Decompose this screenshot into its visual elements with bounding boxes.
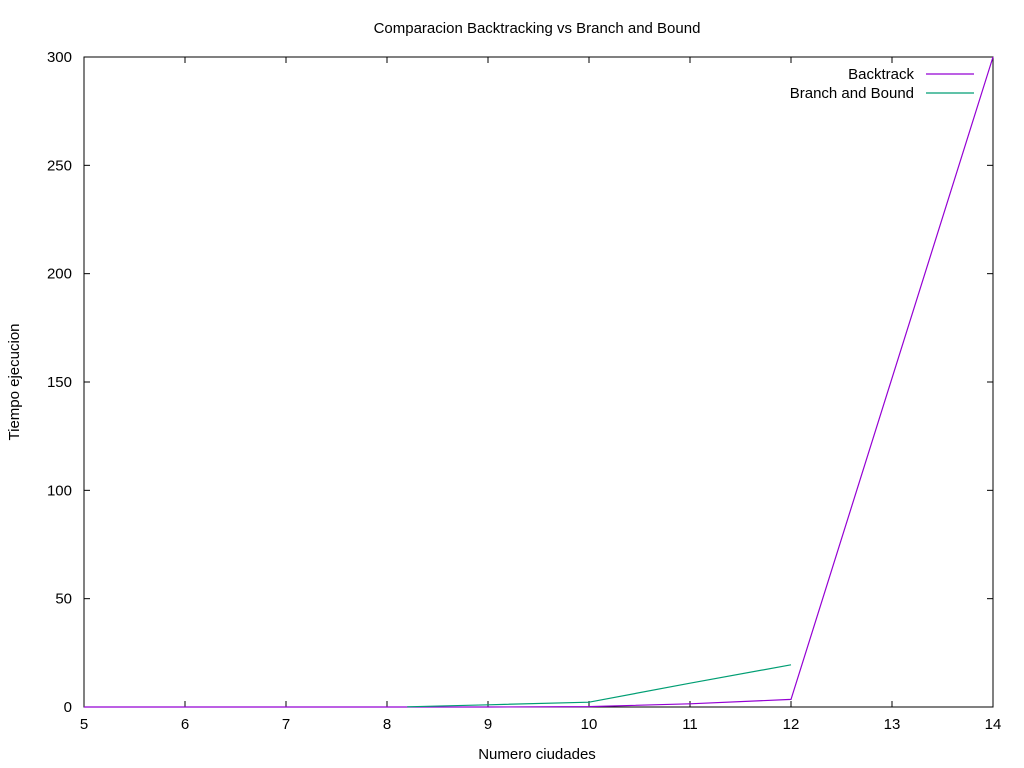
legend-label: Backtrack	[848, 66, 914, 83]
legend-label: Branch and Bound	[790, 85, 914, 102]
y-tick-label: 150	[47, 374, 72, 391]
x-tick-label: 13	[884, 716, 901, 733]
x-tick-label: 7	[282, 716, 290, 733]
y-tick-label: 200	[47, 266, 72, 283]
x-tick-label: 9	[484, 716, 492, 733]
plot-frame	[83, 56, 994, 708]
y-tick-label: 0	[64, 699, 72, 716]
x-tick-label: 11	[682, 716, 698, 733]
x-axis-ticks: 5 6 7 8 9 10 11 12 13 14	[80, 57, 1002, 733]
y-tick-label: 100	[47, 482, 72, 499]
y-tick-label: 250	[47, 157, 72, 174]
series-lines	[84, 56, 994, 708]
y-axis-label: Tiempo ejecucion	[6, 323, 23, 440]
x-tick-label: 8	[383, 716, 391, 733]
x-tick-label: 12	[783, 716, 800, 733]
x-tick-label: 14	[985, 716, 1002, 733]
y-tick-label: 50	[55, 591, 72, 608]
y-tick-label: 300	[47, 49, 72, 66]
chart-title: Comparacion Backtracking vs Branch and B…	[374, 20, 701, 37]
x-tick-label: 5	[80, 716, 88, 733]
x-tick-label: 10	[581, 716, 598, 733]
series-line-backtrack	[84, 56, 994, 708]
x-tick-label: 6	[181, 716, 189, 733]
x-axis-label: Numero ciudades	[478, 746, 596, 763]
series-line-branch-and-bound	[407, 664, 792, 708]
y-axis-ticks: 0 50 100 150 200 250 300	[47, 49, 993, 716]
legend: Backtrack Branch and Bound	[790, 66, 974, 102]
